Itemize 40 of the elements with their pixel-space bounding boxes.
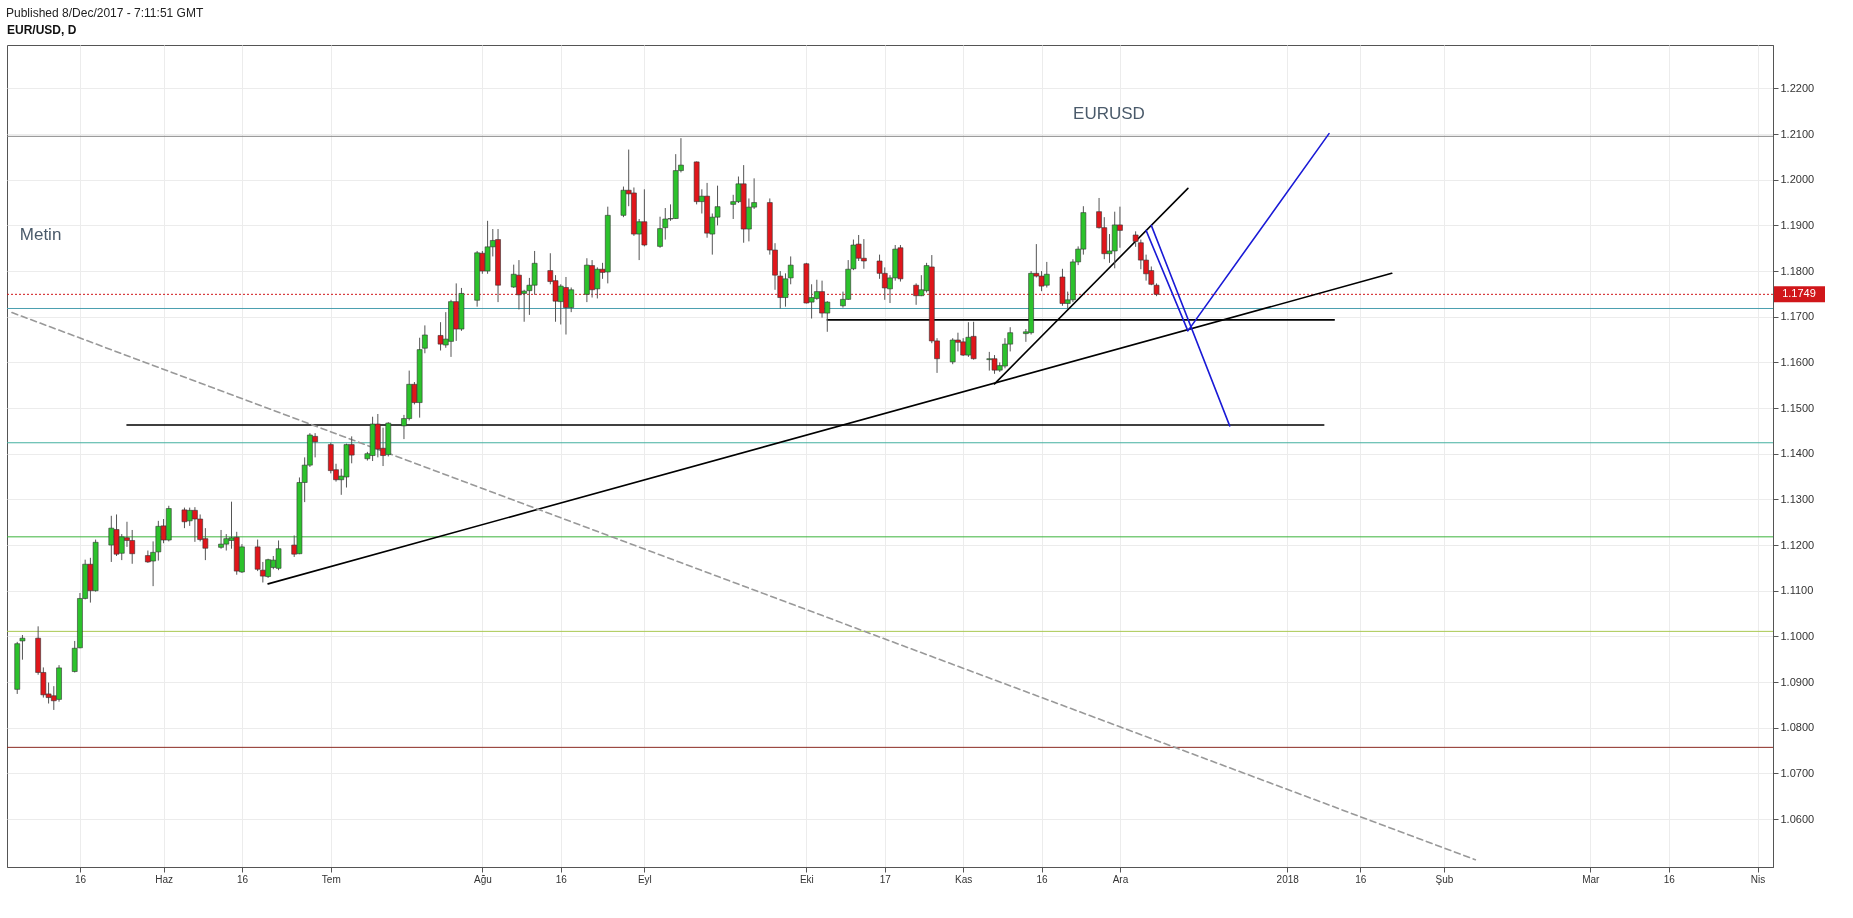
x-tick-label: 2018	[1276, 873, 1300, 885]
x-tick-label: 16	[236, 873, 249, 885]
x-tick-label: 16	[1663, 873, 1676, 885]
x-tick-label: Kas	[955, 873, 973, 885]
x-tick-label: 17	[879, 873, 892, 885]
y-tick-label: 1.2100	[1780, 127, 1815, 140]
y-tick-label: 1.1100	[1780, 584, 1814, 597]
y-tick-label: 1.1500	[1780, 401, 1815, 414]
y-tick-label: 1.2000	[1780, 173, 1815, 186]
x-tick-label: 16	[1355, 873, 1367, 885]
y-tick-label: 1.0600	[1780, 812, 1815, 825]
x-tick-label: 16	[74, 873, 87, 885]
x-tick-label: Tem	[321, 873, 341, 885]
annotation: EURUSD	[1073, 104, 1145, 124]
x-tick-label: Ara	[1112, 873, 1129, 885]
text: Published 8/Dec/2017 - 7:11:51 GMT	[6, 6, 205, 20]
x-tick-label: 16	[1036, 873, 1049, 885]
ref-line-label: 1.1749	[1782, 287, 1816, 300]
y-tick-label: 1.1200	[1780, 538, 1815, 551]
y-tick-label: 1.1800	[1780, 264, 1815, 277]
x-tick-label: Şub	[1435, 873, 1454, 885]
x-tick-label: Nis	[1750, 873, 1766, 885]
x-tick-label: Haz	[155, 873, 173, 885]
x-tick-label: Eki	[799, 873, 814, 885]
y-tick-label: 1.0900	[1780, 675, 1815, 688]
y-tick-label: 1.0800	[1780, 721, 1815, 734]
x-tick-label: Ağu	[473, 873, 492, 885]
y-tick-label: 1.1400	[1780, 447, 1815, 460]
annotation: Metin	[19, 224, 62, 244]
x-tick-label: Mar	[1582, 873, 1601, 885]
y-tick-label: 1.0700	[1780, 766, 1815, 779]
y-tick-label: 1.1000	[1780, 629, 1815, 642]
x-tick-label: 16	[555, 873, 568, 885]
x-tick-label: Eyl	[637, 873, 652, 885]
chart-title: EUR/USD, D	[7, 23, 77, 37]
y-tick-label: 1.1600	[1780, 355, 1815, 368]
y-tick-label: 1.1900	[1780, 218, 1815, 231]
y-tick-label: 1.1300	[1780, 492, 1815, 505]
y-tick-label: 1.1700	[1780, 310, 1815, 323]
y-tick-label: 1.2200	[1780, 81, 1815, 94]
